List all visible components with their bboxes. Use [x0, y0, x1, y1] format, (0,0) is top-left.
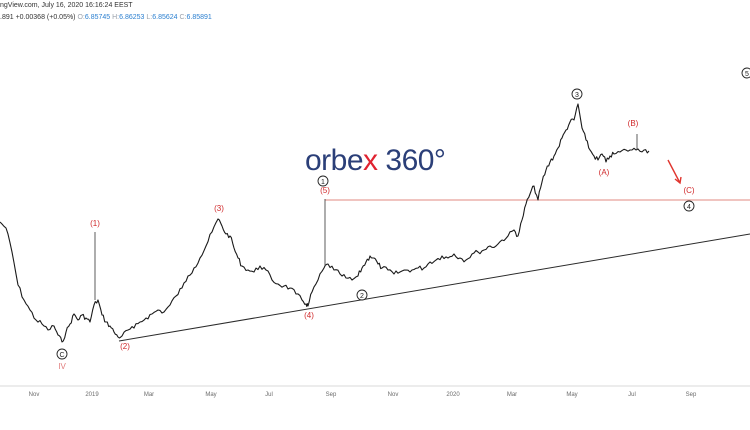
circle-label-text: 3 — [575, 92, 579, 99]
logo-part-2: x — [363, 144, 378, 177]
circle-label-text: 4 — [687, 204, 691, 211]
x-tick-label: 2019 — [85, 392, 99, 398]
circle-wave-label: 1 — [317, 175, 329, 187]
close-value: 6.85891 — [186, 14, 212, 21]
price-series-group — [0, 103, 650, 343]
chart-source-header: ngView.com, July 16, 2020 16:16:24 EEST — [0, 1, 133, 10]
x-tick-label: Sep — [686, 392, 697, 398]
circle-marker — [683, 200, 695, 212]
circle-wave-label: 3 — [571, 88, 583, 100]
x-axis: Nov 2019 Mar May Jul Sep Nov 2020 Mar May Jul Sep — [0, 385, 750, 398]
x-tick-label: Mar — [144, 392, 154, 398]
x-tick-label: Jul — [265, 392, 273, 398]
x-tick-label: Nov — [388, 392, 399, 398]
circle-label-text: 2 — [360, 293, 364, 300]
trendline-group — [118, 233, 750, 342]
projection-arrow-group — [667, 159, 682, 185]
wave-labels-group: (1) (2) (3) (4) (5) (A) (B) (C) IV — [58, 119, 695, 371]
wave-label: (C) — [683, 186, 694, 195]
circle-label-text: 1 — [321, 179, 325, 186]
x-tick-label: May — [566, 392, 577, 398]
change-prefix: .891 — [0, 14, 14, 21]
high-label: H: — [112, 14, 120, 21]
circle-marker — [356, 289, 368, 301]
circle-labels-group: C 1 2 3 4 5 — [56, 67, 750, 360]
circle-marker — [571, 88, 583, 100]
logo-part-1: orbe — [305, 144, 364, 177]
wave-label: (1) — [90, 219, 100, 228]
wave-label: (5) — [320, 186, 330, 195]
support-trendline — [118, 233, 750, 342]
x-tick-label: 2020 — [446, 392, 460, 398]
change-value: +0.00368 (+0.05%) — [15, 14, 76, 21]
circle-label-text: 5 — [745, 71, 749, 78]
logo-part-3: 360° — [377, 144, 446, 177]
wave-label: IV — [58, 362, 66, 371]
open-value: 6.85745 — [84, 14, 111, 21]
circle-wave-label: 2 — [356, 289, 368, 301]
price-series-line — [0, 103, 650, 343]
x-tick-label: Mar — [507, 392, 517, 398]
wave-label: (B) — [628, 119, 639, 128]
source-line: ngView.com, July 16, 2020 16:16:24 EEST — [0, 2, 133, 9]
wave-label: (2) — [120, 342, 130, 351]
open-label: O: — [77, 14, 85, 21]
wave-label: (4) — [304, 311, 314, 320]
orbex-logo: orbex 360° — [305, 144, 446, 178]
circle-marker — [56, 348, 68, 360]
wave-label: (A) — [599, 168, 610, 177]
x-tick-label: Nov — [29, 392, 40, 398]
circle-marker — [741, 67, 750, 79]
wave-markers-group — [94, 134, 638, 300]
circle-marker — [317, 175, 329, 187]
projection-arrow-shaft — [667, 159, 681, 184]
x-tick-label: May — [205, 392, 216, 398]
high-value: 6.86253 — [119, 14, 145, 21]
circle-wave-label: 5 — [741, 67, 750, 79]
projection-arrow-head — [674, 176, 682, 185]
low-value: 6.85624 — [152, 14, 178, 21]
close-label: C: — [179, 14, 187, 21]
wave-label: (3) — [214, 204, 224, 213]
circle-wave-label: C — [56, 348, 68, 360]
circle-wave-label: 4 — [683, 200, 695, 212]
ohlc-header: .891 +0.00368 (+0.05%) O:6.85745 H:6.862… — [0, 13, 212, 22]
x-tick-label: Jul — [628, 392, 636, 398]
circle-label-text: C — [59, 352, 64, 359]
low-label: L: — [146, 14, 153, 21]
x-tick-label: Sep — [326, 392, 337, 398]
